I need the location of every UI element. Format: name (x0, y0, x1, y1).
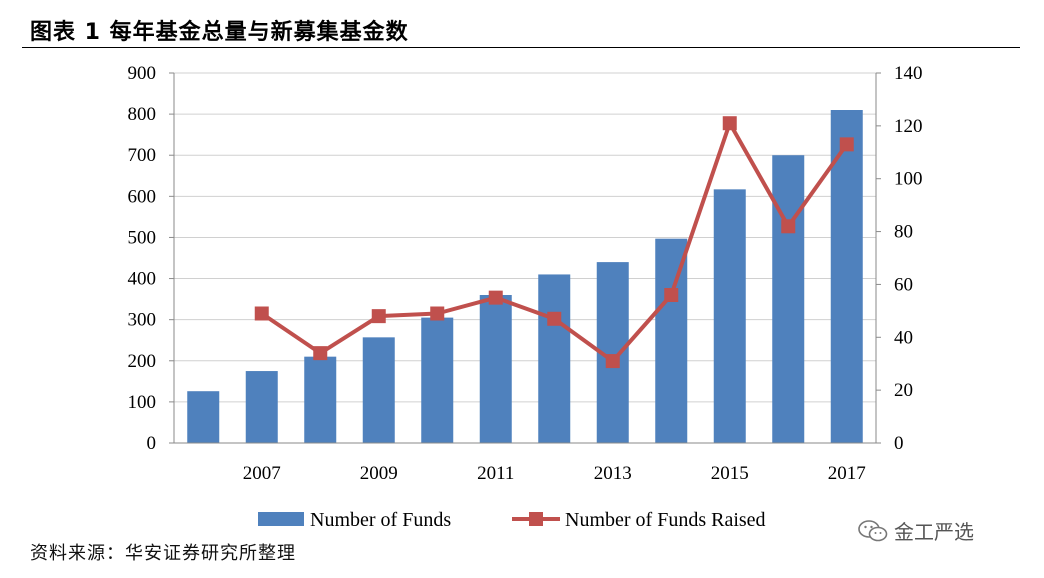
y-left-tick-label: 800 (128, 104, 157, 125)
bar (479, 295, 512, 443)
y-left-tick-label: 300 (128, 310, 157, 331)
y-right-tick-label: 120 (894, 116, 923, 137)
bar (538, 274, 571, 443)
x-tick-label: 2017 (828, 463, 866, 484)
line-marker (313, 346, 328, 361)
y-right-tick-label: 60 (894, 274, 913, 295)
y-left-tick-label: 400 (128, 269, 157, 290)
wechat-icon (858, 519, 888, 541)
tick-labels: 0 100 200 300 400 500 600 700 800 900 0 20 40 60 80 100… (128, 63, 923, 484)
gridlines (174, 72, 876, 403)
bar (245, 371, 278, 443)
bar (772, 155, 805, 443)
x-tick-label: 2009 (360, 463, 398, 484)
y-left-tick-label: 500 (128, 227, 157, 248)
y-right-tick-label: 0 (894, 433, 904, 454)
line-marker (547, 311, 562, 326)
x-tick-label: 2011 (477, 463, 514, 484)
axes (169, 72, 881, 444)
legend-swatch-marker (529, 512, 543, 526)
y-left-tick-label: 700 (128, 145, 157, 166)
line-series (254, 116, 854, 369)
x-tick-label: 2013 (594, 463, 632, 484)
legend-label-bar: Number of Funds (310, 509, 451, 531)
y-right-tick-label: 20 (894, 380, 913, 401)
bar (187, 391, 220, 443)
line-marker (722, 116, 737, 131)
line-marker (839, 137, 854, 152)
line-marker (254, 306, 269, 321)
x-tick-label: 2007 (243, 463, 281, 484)
legend-label-line: Number of Funds Raised (565, 509, 766, 531)
bar (830, 110, 863, 443)
y-right-tick-label: 40 (894, 327, 913, 348)
line-marker (781, 219, 796, 234)
line-marker (371, 309, 386, 324)
bar (713, 189, 746, 443)
line-marker (488, 290, 503, 305)
legend-swatch-bar (258, 512, 304, 526)
bar (362, 337, 395, 443)
figure-title: 图表 1 每年基金总量与新募集基金数 (30, 20, 409, 45)
y-right-tick-label: 140 (894, 63, 923, 84)
line-marker (430, 306, 445, 321)
line-marker (605, 354, 620, 369)
y-right-tick-label: 100 (894, 169, 923, 190)
y-left-tick-label: 900 (128, 63, 157, 84)
legend: Number of Funds Number of Funds Raised (258, 509, 766, 531)
y-left-tick-label: 100 (128, 392, 157, 413)
source-note: 资料来源：华安证券研究所整理 (30, 543, 296, 564)
y-right-tick-label: 80 (894, 222, 913, 243)
watermark: 金工严选 (858, 516, 974, 545)
y-left-tick-label: 200 (128, 351, 157, 372)
y-left-tick-label: 600 (128, 186, 157, 207)
y-left-tick-label: 0 (147, 433, 157, 454)
bar (304, 356, 337, 443)
line-marker (664, 288, 679, 302)
bar (421, 317, 454, 443)
x-tick-label: 2015 (711, 463, 749, 484)
watermark-text: 金工严选 (894, 520, 974, 544)
bar-series (187, 110, 863, 443)
title-divider (22, 47, 1020, 48)
bar (655, 238, 688, 443)
